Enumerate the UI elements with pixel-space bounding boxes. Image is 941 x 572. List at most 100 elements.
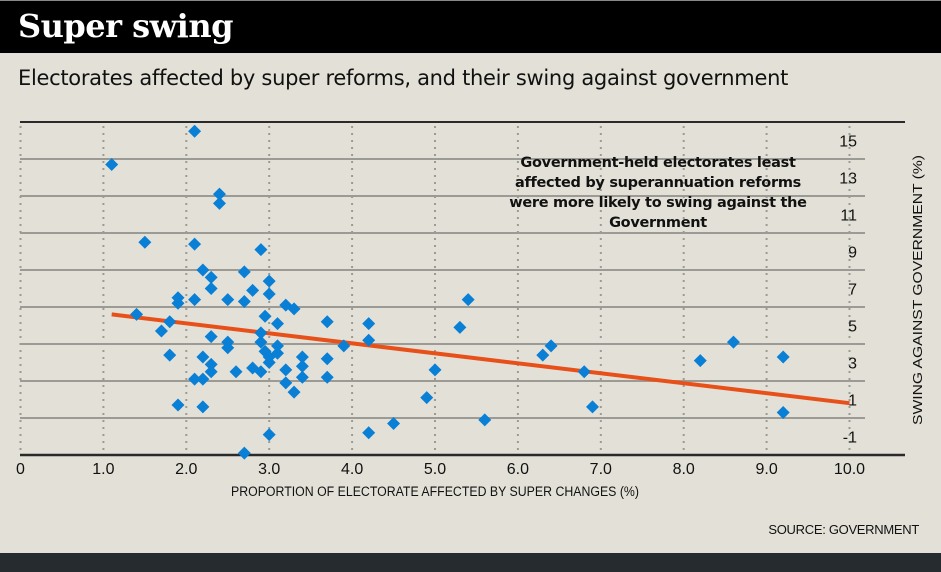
data-point bbox=[204, 330, 218, 344]
trend-line-group bbox=[111, 312, 850, 406]
y-tick-label: 1 bbox=[848, 393, 857, 410]
source-credit: SOURCE: GOVERNMENT bbox=[768, 522, 919, 537]
data-point bbox=[586, 400, 600, 414]
x-tick-label: 3.0 bbox=[258, 461, 280, 478]
data-point bbox=[279, 363, 293, 377]
data-point bbox=[196, 263, 210, 277]
data-point bbox=[362, 317, 376, 331]
data-point bbox=[258, 309, 272, 323]
y-axis-label: SWING AGAINST GOVERNMENT (%) bbox=[910, 155, 925, 425]
data-point bbox=[196, 372, 210, 386]
y-tick-label: 9 bbox=[848, 245, 857, 262]
data-point bbox=[204, 357, 218, 371]
data-point bbox=[693, 354, 707, 368]
data-point bbox=[420, 391, 434, 405]
y-tick-label: 11 bbox=[840, 208, 857, 225]
data-point bbox=[428, 363, 442, 377]
y-tick-label: -1 bbox=[843, 430, 857, 447]
scatter-chart: 0 1.0 2.0 3.0 4.0 5.0 6.0 7.0 8.0 9.0 10.0 1513119… bbox=[16, 121, 925, 499]
data-point bbox=[188, 237, 202, 251]
x-tick-label: 8.0 bbox=[673, 461, 695, 478]
data-point bbox=[212, 196, 226, 210]
data-point bbox=[246, 283, 260, 297]
data-point bbox=[262, 274, 276, 288]
data-point bbox=[196, 400, 210, 414]
data-point bbox=[237, 446, 251, 460]
data-point bbox=[254, 335, 268, 349]
data-point bbox=[295, 370, 309, 384]
data-point bbox=[295, 350, 309, 364]
title-band: Super swing bbox=[0, 0, 941, 53]
data-point bbox=[478, 413, 492, 427]
y-tick-label: 15 bbox=[839, 134, 857, 151]
data-point bbox=[204, 365, 218, 379]
data-point bbox=[270, 317, 284, 331]
y-tick-label: 13 bbox=[839, 171, 857, 188]
data-point bbox=[320, 315, 334, 329]
data-point bbox=[188, 124, 202, 138]
x-tick-label: 5.0 bbox=[424, 461, 446, 478]
data-point bbox=[461, 293, 475, 307]
data-point bbox=[105, 158, 119, 172]
trend-line bbox=[111, 312, 850, 406]
data-point bbox=[204, 270, 218, 284]
data-point bbox=[237, 265, 251, 279]
data-point bbox=[776, 405, 790, 419]
data-point bbox=[262, 356, 276, 369]
data-point bbox=[577, 365, 591, 379]
x-tick-label: 7.0 bbox=[590, 461, 612, 478]
x-tick-label: 2.0 bbox=[175, 461, 197, 478]
data-point bbox=[536, 348, 550, 362]
data-point bbox=[320, 370, 334, 384]
data-point bbox=[188, 372, 202, 386]
y-tick-labels: 15 13 11 9 7 5 3 1 -1 bbox=[839, 134, 857, 447]
data-point bbox=[453, 320, 467, 334]
chart-annotation: Government-held electorates least affect… bbox=[509, 155, 807, 231]
x-tick-label: 0 bbox=[16, 461, 25, 478]
x-axis-label: PROPORTION OF ELECTORATE AFFECTED BY SUP… bbox=[231, 484, 639, 499]
x-tick-labels: 0 1.0 2.0 3.0 4.0 5.0 6.0 7.0 8.0 9.0 10.0 bbox=[16, 461, 865, 478]
data-point bbox=[237, 294, 251, 308]
data-point bbox=[221, 293, 235, 307]
data-point bbox=[776, 350, 790, 364]
chart-title: Super swing bbox=[18, 7, 233, 45]
data-point bbox=[287, 302, 301, 316]
horizontal-gridlines bbox=[20, 158, 865, 419]
data-point bbox=[320, 352, 334, 366]
x-tick-label: 6.0 bbox=[507, 461, 529, 478]
x-tick-label: 1.0 bbox=[92, 461, 114, 478]
data-point bbox=[544, 339, 558, 353]
data-point bbox=[196, 350, 210, 364]
data-point bbox=[204, 282, 218, 295]
footer-band bbox=[0, 553, 941, 572]
data-point bbox=[362, 426, 376, 440]
y-tick-label: 3 bbox=[848, 356, 857, 373]
data-point bbox=[287, 385, 301, 399]
axes bbox=[20, 121, 905, 457]
data-point bbox=[138, 235, 152, 249]
data-point bbox=[279, 376, 293, 390]
y-tick-label: 7 bbox=[848, 282, 857, 299]
data-point bbox=[254, 326, 268, 340]
data-point bbox=[212, 187, 226, 201]
data-point bbox=[171, 296, 185, 310]
data-point bbox=[163, 315, 177, 329]
data-point bbox=[188, 293, 202, 307]
data-point bbox=[337, 339, 351, 353]
data-points bbox=[105, 124, 790, 460]
data-point bbox=[387, 417, 401, 431]
data-point bbox=[229, 365, 243, 379]
y-tick-label: 5 bbox=[848, 319, 857, 336]
data-point bbox=[254, 243, 268, 257]
data-point bbox=[221, 341, 235, 355]
data-point bbox=[254, 365, 268, 379]
data-point bbox=[171, 398, 185, 412]
data-point bbox=[295, 359, 309, 373]
data-point bbox=[163, 348, 177, 362]
chart-subtitle: Electorates affected by super reforms, a… bbox=[18, 66, 789, 90]
data-point bbox=[130, 307, 144, 321]
data-point bbox=[262, 287, 276, 301]
x-tick-label: 9.0 bbox=[755, 461, 777, 478]
data-point bbox=[362, 333, 376, 347]
data-point bbox=[726, 335, 740, 349]
